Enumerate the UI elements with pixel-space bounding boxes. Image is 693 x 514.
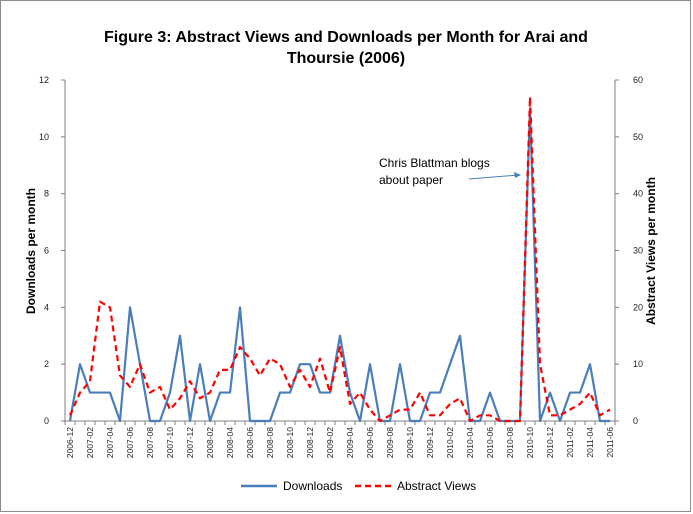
x-tick-labels: 2006-12 2007-02 2007-04 2007-06 2007-08 2007-…	[65, 427, 615, 458]
left-y-tick-label: 6	[44, 246, 49, 256]
right-y-tick-label: 30	[633, 246, 643, 256]
x-tick-label: 2008-12	[305, 427, 315, 458]
left-y-axis-label: Downloads per month	[24, 188, 38, 314]
x-tick-label: 2007-06	[125, 427, 135, 458]
legend: Downloads Abstract Views	[241, 479, 476, 493]
x-tick-label: 2010-10	[525, 427, 535, 458]
x-tick-label: 2009-12	[425, 427, 435, 458]
x-tick-label: 2007-02	[85, 427, 95, 458]
left-y-tick-label: 8	[44, 189, 49, 199]
x-tick-label: 2010-06	[485, 427, 495, 458]
x-tick-label: 2009-04	[345, 427, 355, 458]
x-tick-label: 2008-08	[265, 427, 275, 458]
series-line-abstract-views	[68, 95, 611, 423]
legend-views-label: Abstract Views	[397, 479, 476, 493]
chart-title-line2: Thoursie (2006)	[287, 50, 405, 67]
x-tick-label: 2009-06	[365, 427, 375, 458]
right-y-tick-label: 60	[633, 75, 643, 85]
left-y-tick-label: 12	[39, 75, 49, 85]
annotation-line1: Chris Blattman blogs	[379, 156, 490, 170]
x-tick-label: 2007-10	[165, 427, 175, 458]
x-tick-label: 2008-04	[225, 427, 235, 458]
x-tick-label: 2007-04	[105, 427, 115, 458]
x-tick-label: 2008-02	[205, 427, 215, 458]
right-y-tick-label: 50	[633, 132, 643, 142]
x-tick-label: 2009-08	[385, 427, 395, 458]
annotation-line2: about paper	[379, 173, 443, 187]
left-y-tick-label: 4	[44, 302, 49, 312]
x-tick-label: 2009-10	[405, 427, 415, 458]
right-y-tick-label: 10	[633, 359, 643, 369]
x-tick-label: 2010-08	[505, 427, 515, 458]
x-tick-label: 2010-12	[545, 427, 555, 458]
chart-title-line1: Figure 3: Abstract Views and Downloads p…	[104, 29, 588, 46]
right-y-axis-label: Abstract Views per month	[644, 177, 658, 325]
legend-downloads-label: Downloads	[283, 479, 342, 493]
right-y-tick-label: 20	[633, 302, 643, 312]
left-y-tick-label: 2	[44, 359, 49, 369]
x-tick-label: 2008-10	[285, 427, 295, 458]
x-tick-label: 2009-02	[325, 427, 335, 458]
annotation-arrow	[468, 174, 520, 180]
right-y-tick-label: 40	[633, 189, 643, 199]
series-lines	[68, 95, 611, 423]
right-y-tick-labels: 0 10 20 30 40 50 60	[633, 75, 643, 426]
left-y-tick-labels: 0 2 4 6 8 10 12	[39, 75, 49, 426]
annotation-arrowhead	[514, 172, 521, 178]
x-tick-label: 2010-02	[445, 427, 455, 458]
x-tick-label: 2010-04	[465, 427, 475, 458]
left-y-tick-label: 0	[44, 416, 49, 426]
annotation: Chris Blattman blogs about paper	[379, 156, 521, 187]
x-tick-label: 2007-12	[185, 427, 195, 458]
x-tick-label: 2007-08	[145, 427, 155, 458]
right-y-tick-label: 0	[633, 416, 638, 426]
x-tick-label: 2011-04	[585, 427, 595, 458]
x-tick-label: 2006-12	[65, 427, 75, 458]
x-tick-label: 2011-02	[565, 427, 575, 458]
x-tick-label: 2008-06	[245, 427, 255, 458]
left-y-tick-label: 10	[39, 132, 49, 142]
x-tick-label: 2011-06	[605, 427, 615, 458]
